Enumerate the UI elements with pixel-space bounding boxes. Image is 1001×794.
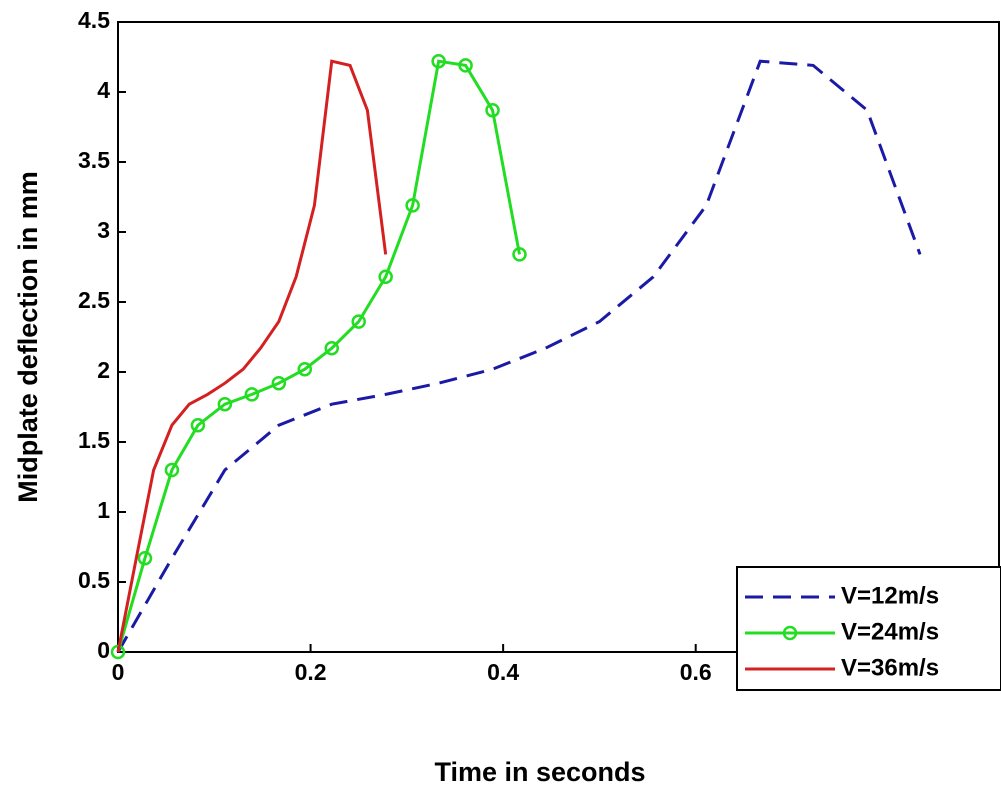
y-tick-label: 1.5 (78, 427, 110, 453)
series-marker (485, 102, 500, 118)
series-line (116, 59, 521, 653)
x-tick-label: 0.2 (295, 659, 327, 685)
series-marker (324, 340, 340, 356)
legend-label: V=12m/s (841, 582, 939, 609)
series-marker (190, 417, 206, 433)
series-marker (512, 247, 527, 262)
plot-frame (117, 21, 1000, 653)
series-marker (431, 53, 446, 69)
y-tick-label: 0 (97, 637, 110, 663)
series-marker (378, 269, 393, 285)
series-marker (164, 462, 180, 478)
y-tick-label: 2.5 (78, 287, 110, 313)
series-marker (271, 375, 287, 391)
series-marker (297, 361, 313, 377)
series-marker (458, 58, 473, 73)
series-marker (137, 550, 153, 566)
series-marker (351, 314, 366, 329)
x-tick-label: 0 (112, 659, 125, 685)
x-tick-label: 0.6 (680, 659, 712, 685)
series-line (116, 59, 388, 653)
y-tick-label: 3.5 (78, 147, 110, 173)
series-line (116, 59, 922, 653)
legend-marker (782, 625, 798, 641)
series-marker (405, 198, 420, 213)
y-tick-label: 0.5 (78, 567, 110, 593)
x-axis-label: Time in seconds (434, 757, 645, 787)
y-tick-label: 1 (97, 497, 110, 523)
x-tick-label: 0.4 (487, 659, 519, 685)
y-tick-label: 2 (97, 357, 110, 383)
y-axis-label: Midplate deflection in mm (13, 171, 43, 503)
y-tick-label: 4 (97, 77, 110, 103)
y-tick-label: 3 (97, 217, 110, 243)
series-marker (244, 387, 260, 402)
legend-label: V=36m/s (841, 654, 939, 681)
legend: V=12m/s V=24m/s V=36m/s (736, 566, 1001, 691)
y-tick-label: 4.5 (78, 7, 110, 33)
legend-label: V=24m/s (841, 618, 939, 645)
series-marker (217, 396, 233, 412)
